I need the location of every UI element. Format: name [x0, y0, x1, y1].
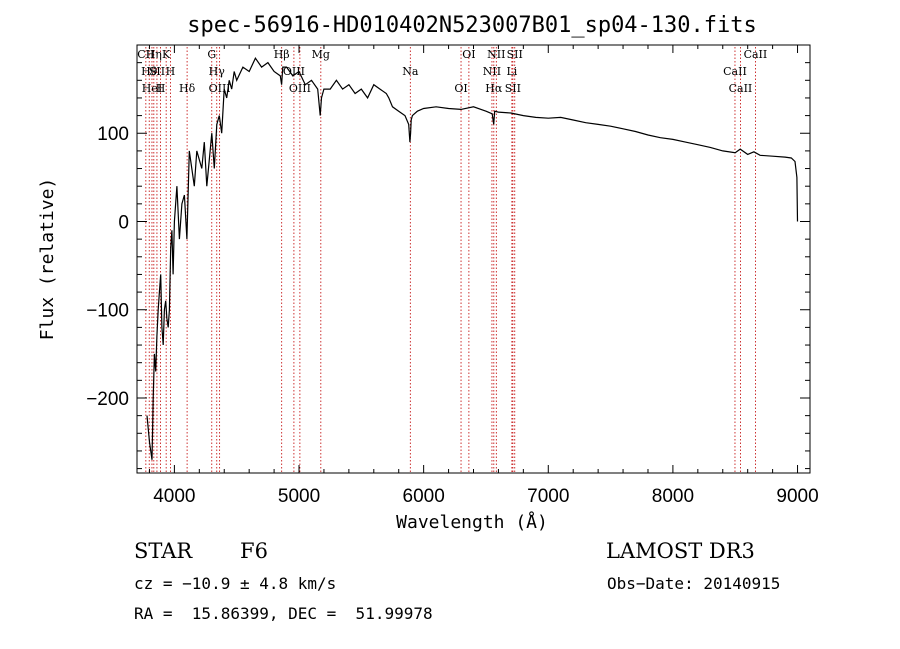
- line-label-15: Mg: [312, 48, 330, 61]
- obs-date-text: Obs−Date: 20140915: [607, 574, 781, 593]
- x-tick-label-4: 8000: [652, 486, 694, 507]
- cz-text: cz = −10.9 ± 4.8 km/s: [134, 574, 337, 593]
- y-axis-label: Flux (relative): [37, 178, 58, 341]
- line-label-24: SII: [507, 48, 523, 61]
- class-label: STAR: [134, 539, 193, 563]
- x-tick-label-2: 6000: [403, 486, 445, 507]
- line-markers: [145, 47, 756, 473]
- spectrum-line: [146, 57, 799, 460]
- x-tick-label-3: 7000: [527, 486, 569, 507]
- x-axis-label: Wavelength (Å): [396, 511, 548, 533]
- ra-dec-text: RA = 15.86399, DEC = 51.99978: [134, 604, 433, 623]
- line-label-7: H: [166, 65, 176, 78]
- line-label-17: OI: [454, 82, 467, 95]
- line-label-6: K: [162, 48, 171, 61]
- line-label-23: SII: [505, 82, 521, 95]
- line-label-14: OIII: [289, 82, 311, 95]
- y-tick-label-1: −100: [86, 301, 129, 322]
- y-axis: −200 −100 0 100: [86, 62, 810, 470]
- line-label-12: Hβ: [274, 48, 290, 61]
- line-label-3: Hη: [146, 48, 162, 61]
- line-label-20: Hα: [485, 82, 503, 95]
- y-tick-label-2: 0: [118, 212, 129, 233]
- line-label-10: Hγ: [209, 65, 226, 78]
- line-label-21: NII: [487, 48, 505, 61]
- line-label-2: HeI: [142, 82, 162, 95]
- line-label-18: OI: [462, 48, 475, 61]
- subclass-label: F6: [240, 539, 268, 563]
- x-axis: 4000 5000 6000 7000 8000 9000: [148, 45, 819, 507]
- line-label-4: SII: [149, 65, 165, 78]
- line-label-26: CaII: [729, 82, 753, 95]
- x-tick-label-0: 4000: [153, 486, 195, 507]
- line-label-9: G: [207, 48, 216, 61]
- y-tick-label-0: −200: [86, 389, 129, 410]
- line-label-5: H: [156, 82, 166, 95]
- y-tick-label-3: 100: [97, 124, 129, 145]
- line-label-25: CaII: [723, 65, 747, 78]
- line-label-0: CII: [137, 48, 154, 61]
- line-labels: CIIHθHeIHηSIIHKHHδGHγOIIIHβOIIIOIIIMgNaO…: [137, 48, 767, 95]
- line-label-1: Hθ: [141, 65, 158, 78]
- line-label-19: NII: [483, 65, 501, 78]
- line-label-8: Hδ: [179, 82, 196, 95]
- x-tick-label-5: 9000: [776, 486, 818, 507]
- line-label-22: Li: [506, 65, 517, 78]
- line-label-13: OIII: [283, 65, 305, 78]
- line-label-27: CaII: [744, 48, 768, 61]
- chart-title: spec-56916-HD010402N523007B01_sp04-130.f…: [187, 13, 757, 38]
- survey-label: LAMOST DR3: [606, 539, 755, 563]
- plot-frame: [136, 44, 811, 474]
- line-label-16: Na: [402, 65, 419, 78]
- x-tick-label-1: 5000: [278, 486, 320, 507]
